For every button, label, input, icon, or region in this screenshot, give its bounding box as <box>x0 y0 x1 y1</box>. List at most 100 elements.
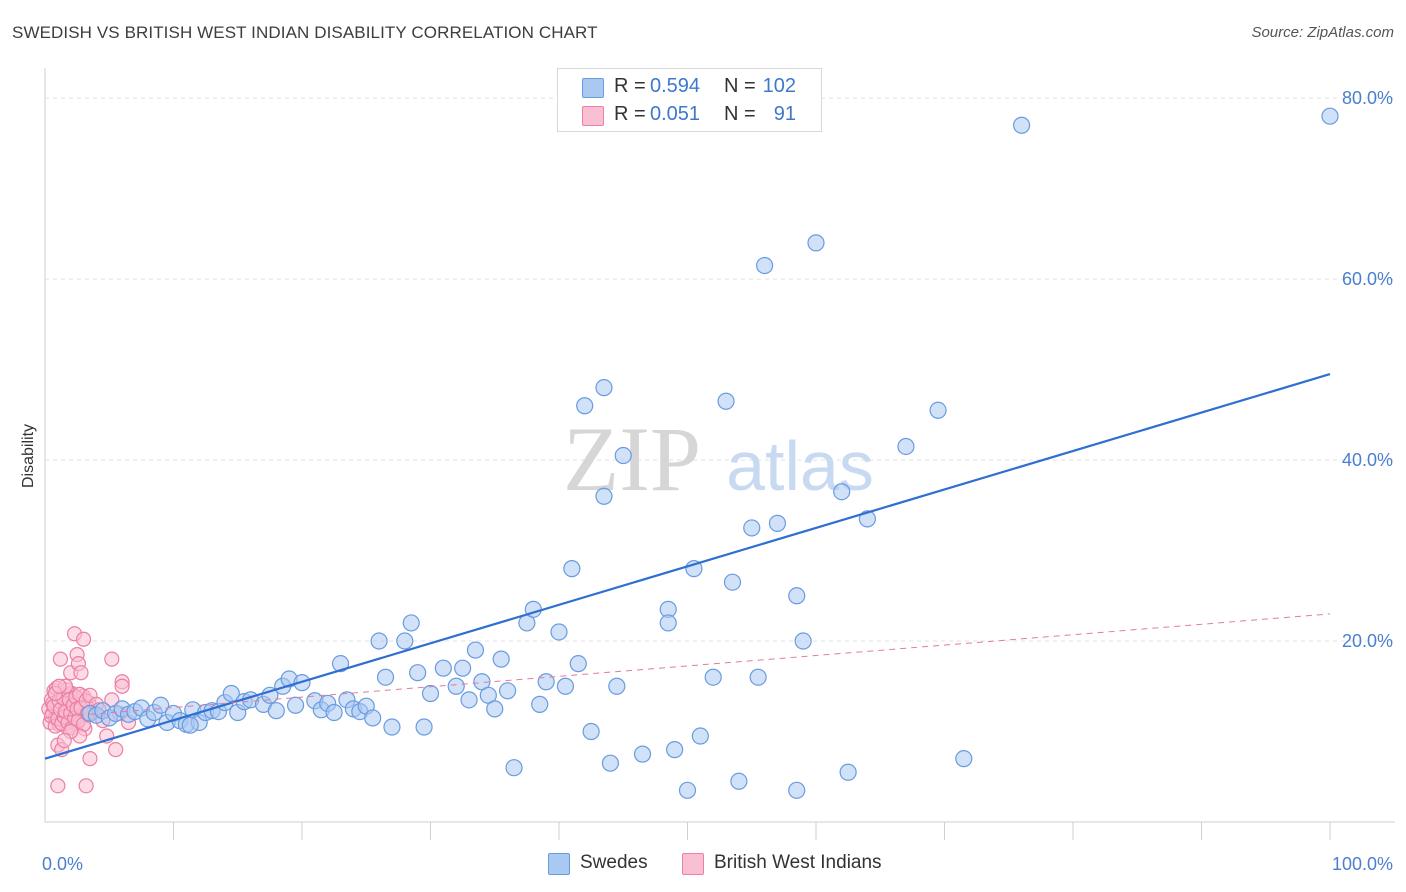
data-point <box>755 256 774 275</box>
data-point <box>267 702 285 720</box>
legend-swatch-swedes <box>548 853 570 875</box>
y-tick-label: 80.0% <box>1342 88 1393 108</box>
data-point <box>749 668 767 686</box>
data-point <box>286 696 305 714</box>
data-point <box>383 718 401 736</box>
data-point <box>376 668 395 686</box>
data-point <box>666 741 684 759</box>
data-point <box>466 641 485 659</box>
legend-row-swedes: R = 0.594 N = 102 <box>558 73 796 101</box>
data-point <box>434 659 452 677</box>
correlation-legend: R = 0.594 N = 102 R = 0.051 N = 91 <box>557 68 822 132</box>
data-point <box>601 754 620 772</box>
legend-swatch-british-west-indians <box>682 853 704 875</box>
data-point <box>537 673 555 691</box>
trend-line <box>44 613 1331 719</box>
data-point <box>51 678 67 694</box>
data-point <box>261 686 279 704</box>
data-point <box>56 732 72 749</box>
legend-n-label: N = <box>724 75 756 97</box>
data-point <box>633 745 652 763</box>
data-point <box>595 379 613 397</box>
legend-n-value: 102 <box>762 75 796 97</box>
data-point <box>955 750 973 768</box>
legend-swatch-british-west-indians <box>582 106 604 126</box>
legend-row-british-west-indians: R = 0.051 N = 91 <box>558 101 796 129</box>
y-tick-label: 60.0% <box>1342 269 1393 289</box>
trend-lines <box>44 373 1331 760</box>
data-point <box>730 772 748 790</box>
data-point <box>421 684 440 703</box>
data-point <box>409 664 427 682</box>
data-point <box>1321 107 1339 125</box>
x-tick-label: 100.0% <box>1332 854 1393 874</box>
data-point <box>788 781 806 799</box>
data-point <box>222 684 240 703</box>
data-point <box>505 759 523 777</box>
legend-r-value: 0.594 <box>650 75 701 97</box>
data-point <box>370 632 388 650</box>
chart-title: SWEDISH VS BRITISH WEST INDIAN DISABILIT… <box>12 23 598 42</box>
legend-n-value: 91 <box>773 103 796 125</box>
axes <box>44 68 1395 840</box>
data-point <box>897 437 915 456</box>
data-point <box>839 763 857 781</box>
data-point <box>50 778 66 794</box>
data-point <box>678 781 697 799</box>
data-point <box>608 677 626 695</box>
data-point <box>325 703 343 722</box>
data-point <box>52 651 69 667</box>
data-point <box>492 650 510 668</box>
data-point <box>929 401 947 419</box>
data-point <box>82 751 98 767</box>
data-point <box>108 742 124 758</box>
data-point <box>364 709 382 727</box>
data-point <box>807 234 825 252</box>
data-point <box>396 632 414 650</box>
data-point <box>454 659 472 677</box>
data-point <box>415 718 433 736</box>
data-point <box>1012 116 1031 134</box>
data-point <box>556 677 575 695</box>
data-point <box>550 623 568 641</box>
data-point <box>460 691 478 709</box>
data-point <box>486 700 504 718</box>
legend-n-label: N = <box>724 103 756 125</box>
legend-r-label: R = <box>614 103 646 125</box>
legend-r-label: R = <box>614 75 646 97</box>
tick-labels: 20.0% 40.0% 60.0% 80.0% 0.0% 100.0% <box>42 88 1393 874</box>
data-point <box>331 655 350 673</box>
data-point <box>576 397 594 415</box>
data-point <box>595 487 613 505</box>
data-point <box>499 682 517 700</box>
data-point <box>73 665 89 681</box>
data-point <box>78 778 94 794</box>
data-point <box>833 483 851 501</box>
data-point <box>569 655 587 673</box>
data-point <box>691 727 709 745</box>
trend-line <box>44 373 1331 760</box>
y-tick-label: 40.0% <box>1342 450 1393 470</box>
source-label: Source: ZipAtlas.com <box>1251 24 1394 41</box>
data-point <box>75 631 92 647</box>
data-point <box>181 716 199 734</box>
legend-label-british-west-indians: British West Indians <box>714 852 882 873</box>
watermark-atlas: atlas <box>726 427 874 505</box>
data-point <box>114 678 130 694</box>
grid-lines <box>45 97 1395 642</box>
data-point <box>402 614 420 632</box>
data-point <box>531 695 549 713</box>
series-swedes <box>81 107 1339 799</box>
x-tick-label: 0.0% <box>42 854 83 874</box>
legend-r-value: 0.051 <box>650 103 701 125</box>
data-point <box>659 614 677 632</box>
data-point <box>768 514 787 532</box>
data-point <box>447 677 465 695</box>
y-tick-label: 20.0% <box>1342 631 1393 651</box>
series-legend: Swedes British West Indians <box>0 851 1406 879</box>
watermark-zip: ZIP <box>563 408 701 510</box>
data-point <box>723 573 742 591</box>
legend-swatch-swedes <box>582 78 604 98</box>
data-point <box>717 392 735 410</box>
